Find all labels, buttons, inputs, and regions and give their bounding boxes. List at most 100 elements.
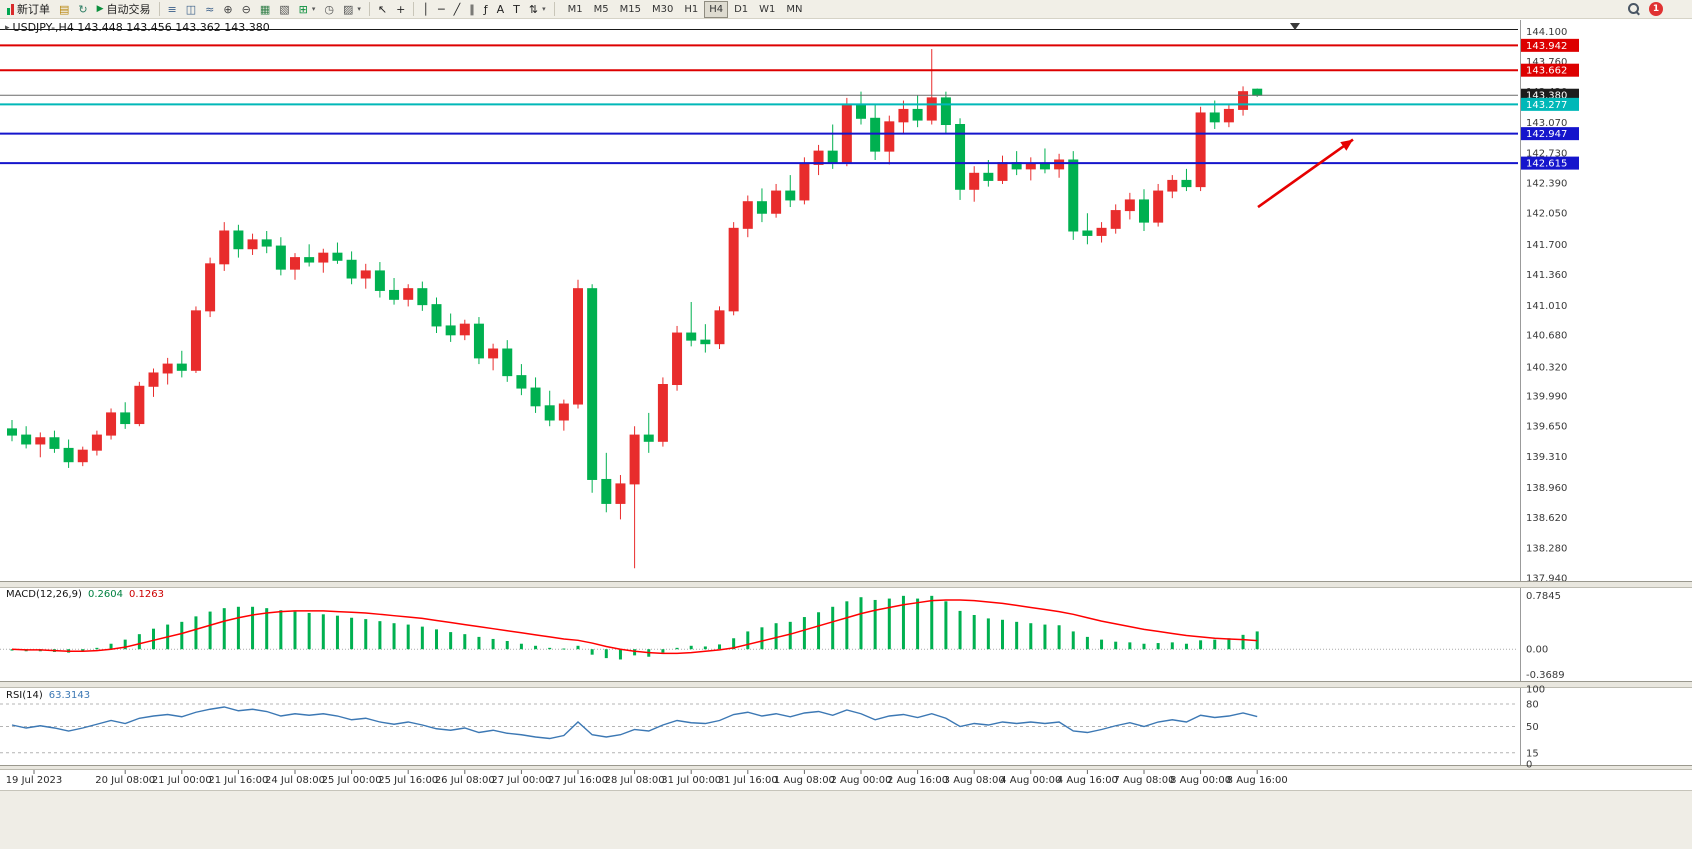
candle-body <box>91 434 102 451</box>
timeframe-button-M5[interactable]: M5 <box>593 3 609 15</box>
macd-histogram-bar <box>449 632 453 650</box>
candle-body <box>488 348 499 359</box>
candlestick-button[interactable]: ◫ <box>182 1 200 18</box>
clock-icon: ◷ <box>324 2 334 16</box>
horizontal-line-button[interactable]: ─ <box>434 1 449 18</box>
candle-body <box>106 412 117 436</box>
auto-arrange-icon: ▧ <box>279 2 290 16</box>
timeframe-button-H4[interactable]: H4 <box>704 0 729 18</box>
timeframe-button-MN[interactable]: MN <box>786 3 803 15</box>
macd-histogram-bar <box>137 634 141 650</box>
price-marker-text: 143.662 <box>1526 66 1567 77</box>
zoom-out-button[interactable]: ⊖ <box>238 1 255 18</box>
candle-body <box>233 230 244 250</box>
timeframe-button-H1[interactable]: H1 <box>684 3 699 15</box>
price-marker-box-143.277 <box>1521 97 1579 111</box>
label-icon: T <box>513 2 520 16</box>
trendline-button[interactable]: ╱ <box>450 1 465 18</box>
macd-histogram-bar <box>916 598 920 650</box>
candle-body <box>304 257 315 263</box>
candle-body <box>290 257 300 270</box>
candle-body <box>49 437 60 449</box>
macd-histogram-bar <box>944 601 948 650</box>
one-click-trading-icon[interactable]: ▸ <box>5 22 10 33</box>
auto-trading-button[interactable]: ▶ 自动交易 <box>93 1 155 18</box>
candle-body <box>162 363 173 374</box>
candle-body <box>686 332 697 341</box>
channel-button[interactable]: ∥ <box>465 1 479 18</box>
label-button[interactable]: T <box>509 1 524 18</box>
macd-histogram-bar <box>519 643 523 650</box>
clock-button[interactable]: ◷ <box>320 1 338 18</box>
macd-histogram-bar <box>350 617 354 650</box>
macd-histogram-bar <box>123 639 127 650</box>
macd-histogram-bar <box>576 645 580 650</box>
macd-histogram-bar <box>1170 642 1174 650</box>
rsi-axis-label: 50 <box>1526 722 1539 733</box>
rsi-name: RSI(14) <box>6 690 43 701</box>
channel-icon: ∥ <box>469 2 475 16</box>
line-chart-button[interactable]: ≈ <box>201 1 218 18</box>
macd-histogram-bar <box>1156 643 1160 650</box>
candle-body <box>1238 91 1249 110</box>
macd-signal-line <box>11 599 1258 655</box>
macd-histogram-bar <box>788 621 792 650</box>
candle-body <box>573 288 583 405</box>
price-axis-label: 141.700 <box>1526 240 1567 251</box>
macd-histogram-bar <box>152 628 155 650</box>
arrows-button[interactable]: ⇅ ▾ <box>525 1 550 18</box>
rsi-indicator-label: RSI(14) 63.3143 <box>6 690 90 701</box>
macd-histogram-bar <box>1029 623 1033 650</box>
macd-histogram-bar <box>406 624 410 650</box>
macd-histogram-bar <box>760 627 764 650</box>
chevron-down-icon: ▾ <box>357 5 361 13</box>
search-icon[interactable] <box>1627 2 1641 16</box>
candle-body <box>1153 190 1164 223</box>
templates-icon: ▨ <box>342 2 354 16</box>
candle-body <box>629 434 640 485</box>
timeframe-button-M1[interactable]: M1 <box>567 3 583 15</box>
auto-arrange-button[interactable]: ▧ <box>275 1 293 18</box>
indicators-button[interactable]: ⊞ ▾ <box>295 1 320 18</box>
macd-histogram-bar <box>746 631 750 650</box>
notification-badge[interactable]: 1 <box>1649 2 1663 16</box>
price-marker-text: 143.380 <box>1526 91 1567 102</box>
timeframe-button-M15[interactable]: M15 <box>619 3 641 15</box>
new-order-button[interactable]: 新订单 <box>3 1 54 18</box>
vertical-line-button[interactable]: │ <box>418 1 433 18</box>
pane-separator[interactable] <box>0 681 1692 688</box>
rsi-axis-label: 0 <box>1526 760 1532 771</box>
bar-chart-button[interactable]: ≡ <box>164 1 181 18</box>
trendline-icon: ╱ <box>453 2 461 16</box>
macd-histogram-bar <box>675 647 679 650</box>
timeframe-button-D1[interactable]: D1 <box>734 3 749 15</box>
pane-separator[interactable] <box>0 581 1692 588</box>
candle-body <box>714 310 725 345</box>
candle-body <box>898 108 909 123</box>
fibonacci-button[interactable]: ƒ <box>480 1 492 18</box>
macd-histogram-bar <box>251 606 255 650</box>
timeframe-button-M30[interactable]: M30 <box>651 3 674 15</box>
text-button[interactable]: A <box>493 1 509 18</box>
crosshair-button[interactable]: + <box>392 1 409 18</box>
timeframe-button-W1[interactable]: W1 <box>759 3 776 15</box>
macd-histogram-bar <box>1057 625 1061 650</box>
tile-windows-button[interactable]: ▦ <box>256 1 274 18</box>
trend-arrow-annotation[interactable] <box>1257 138 1354 209</box>
macd-histogram-bar <box>491 638 495 650</box>
chart-shift-marker[interactable] <box>1290 23 1300 30</box>
price-axis-label: 142.050 <box>1526 209 1567 220</box>
templates-button[interactable]: ▨ ▾ <box>339 1 365 18</box>
macd-histogram-bar <box>265 608 269 650</box>
macd-histogram-bar <box>321 614 325 650</box>
candle-body <box>601 478 612 504</box>
candle-body <box>799 163 810 201</box>
pane-separator[interactable] <box>0 765 1692 770</box>
candle-body <box>813 150 824 165</box>
zoom-in-button[interactable]: ⊕ <box>219 1 236 18</box>
refresh-button[interactable]: ↻ <box>74 1 91 18</box>
cursor-button[interactable]: ↖ <box>374 1 391 18</box>
vertical-line-icon: │ <box>422 2 429 16</box>
charts-button[interactable]: ▤ <box>55 1 73 18</box>
